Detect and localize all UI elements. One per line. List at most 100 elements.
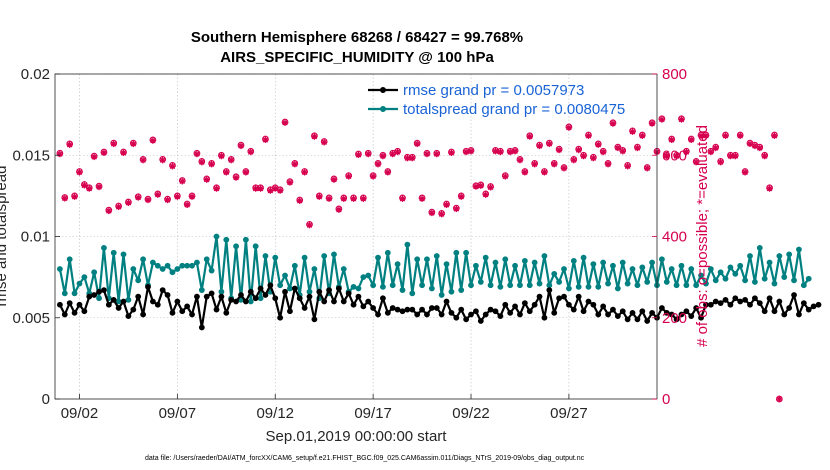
obs-evaluated-stroke bbox=[120, 150, 127, 156]
totalspread-point bbox=[208, 267, 215, 274]
obs-evaluated-stroke bbox=[233, 174, 239, 181]
totalspread-point bbox=[639, 264, 646, 271]
rmse-point bbox=[737, 298, 744, 305]
obs-evaluated-point bbox=[409, 154, 416, 162]
obs-evaluated-point bbox=[384, 169, 392, 176]
totalspread-point bbox=[688, 266, 695, 272]
obs-evaluated-stroke bbox=[443, 202, 450, 208]
footnote: data file: /Users/raeder/DAI/ATM_forcXX/… bbox=[145, 455, 585, 462]
obs-evaluated-point bbox=[599, 148, 607, 156]
obs-evaluated-stroke bbox=[326, 195, 332, 202]
obs-evaluated-stroke bbox=[492, 148, 499, 154]
chart-title: Southern Hemisphere 68268 / 68427 = 99.7… bbox=[191, 29, 523, 46]
rmse-point bbox=[639, 308, 646, 315]
rmse-point bbox=[424, 311, 430, 318]
rmse-point bbox=[409, 306, 416, 313]
rmse-point bbox=[629, 309, 636, 316]
rmse-point bbox=[546, 287, 553, 294]
totalspread-point bbox=[561, 266, 567, 272]
rmse-point bbox=[61, 311, 68, 318]
rmse-point bbox=[698, 314, 704, 321]
obs-evaluated-point bbox=[115, 203, 122, 211]
obs-evaluated-point bbox=[575, 146, 582, 154]
rmse-point bbox=[140, 311, 146, 318]
rmse-point bbox=[487, 306, 494, 313]
obs-evaluated-point bbox=[262, 136, 269, 144]
totalspread-point bbox=[683, 282, 690, 289]
rmse-point bbox=[712, 298, 719, 305]
obs-evaluated-point bbox=[154, 191, 161, 198]
totalspread-point bbox=[487, 282, 494, 289]
obs-evaluated-stroke bbox=[150, 137, 156, 144]
rmse-point bbox=[551, 309, 558, 316]
totalspread-point bbox=[600, 259, 607, 266]
obs-evaluated-stroke bbox=[624, 163, 631, 169]
totalspread-point bbox=[438, 292, 445, 298]
totalspread-point bbox=[473, 262, 479, 269]
rmse-point bbox=[649, 309, 656, 316]
totalspread-point bbox=[443, 261, 450, 268]
obs-evaluated-stroke bbox=[208, 161, 215, 167]
obs-evaluated-stroke bbox=[463, 149, 469, 155]
obs-evaluated-stroke bbox=[350, 195, 357, 202]
obs-evaluated-stroke bbox=[673, 153, 680, 159]
obs-evaluated-stroke bbox=[248, 149, 254, 155]
rmse-point bbox=[179, 308, 186, 315]
totalspread-point bbox=[355, 285, 362, 292]
obs-evaluated-stroke bbox=[243, 169, 249, 176]
rmse-point bbox=[805, 306, 812, 313]
obs-evaluated-stroke bbox=[453, 206, 460, 212]
totalspread-point bbox=[194, 259, 200, 266]
totalspread-point bbox=[110, 249, 117, 256]
totalspread-point bbox=[66, 256, 73, 263]
y-right-tick-label: 400 bbox=[662, 229, 687, 246]
y-left-tick-label: 0.02 bbox=[21, 66, 50, 83]
rmse-point bbox=[771, 308, 778, 315]
rmse-point bbox=[375, 311, 381, 318]
obs-evaluated-stroke bbox=[179, 178, 186, 185]
obs-evaluated-point bbox=[692, 158, 700, 166]
obs-evaluated-stroke bbox=[399, 195, 406, 202]
totalspread-point bbox=[796, 246, 802, 253]
rmse-point bbox=[340, 298, 347, 305]
rmse-point bbox=[198, 324, 205, 331]
obs-evaluated-stroke bbox=[385, 169, 391, 176]
x-tick-label: 09/12 bbox=[256, 405, 294, 422]
totalspread-point bbox=[805, 275, 812, 282]
y-right-tick-label: 800 bbox=[662, 66, 687, 83]
rmse-point bbox=[693, 305, 700, 311]
obs-evaluated-stroke bbox=[678, 116, 685, 123]
obs-evaluated-stroke bbox=[62, 195, 68, 202]
totalspread-point bbox=[517, 282, 523, 289]
totalspread-point bbox=[380, 283, 386, 290]
obs-evaluated-stroke bbox=[761, 153, 768, 159]
obs-evaluated-stroke bbox=[708, 149, 714, 155]
y-left-tick-label: 0 bbox=[42, 391, 50, 408]
totalspread-point bbox=[306, 288, 313, 295]
rmse-point bbox=[678, 311, 685, 318]
totalspread-point bbox=[541, 253, 548, 259]
rmse-point bbox=[331, 298, 337, 305]
rmse-point bbox=[242, 298, 249, 305]
obs-evaluated-stroke bbox=[380, 153, 386, 159]
obs-evaluated-point bbox=[712, 144, 719, 152]
obs-evaluated-point bbox=[198, 158, 206, 166]
obs-evaluated-point bbox=[95, 183, 103, 191]
obs-evaluated-point bbox=[325, 195, 333, 202]
obs-evaluated-point bbox=[604, 160, 612, 168]
obs-evaluated-stroke bbox=[649, 120, 655, 127]
obs-evaluated-point bbox=[399, 195, 406, 202]
obs-evaluated-point bbox=[697, 132, 705, 139]
rmse-point bbox=[531, 301, 538, 308]
rmse-point bbox=[291, 285, 298, 292]
obs-evaluated-stroke bbox=[575, 147, 582, 153]
obs-evaluated-stroke bbox=[717, 159, 724, 165]
rmse-point bbox=[453, 314, 460, 321]
obs-evaluated-stroke bbox=[585, 132, 592, 139]
rmse-point bbox=[184, 303, 191, 310]
obs-evaluated-point bbox=[702, 132, 710, 139]
totalspread-point bbox=[742, 277, 748, 284]
totalspread-point bbox=[448, 288, 455, 295]
obs-evaluated-point bbox=[223, 169, 230, 176]
